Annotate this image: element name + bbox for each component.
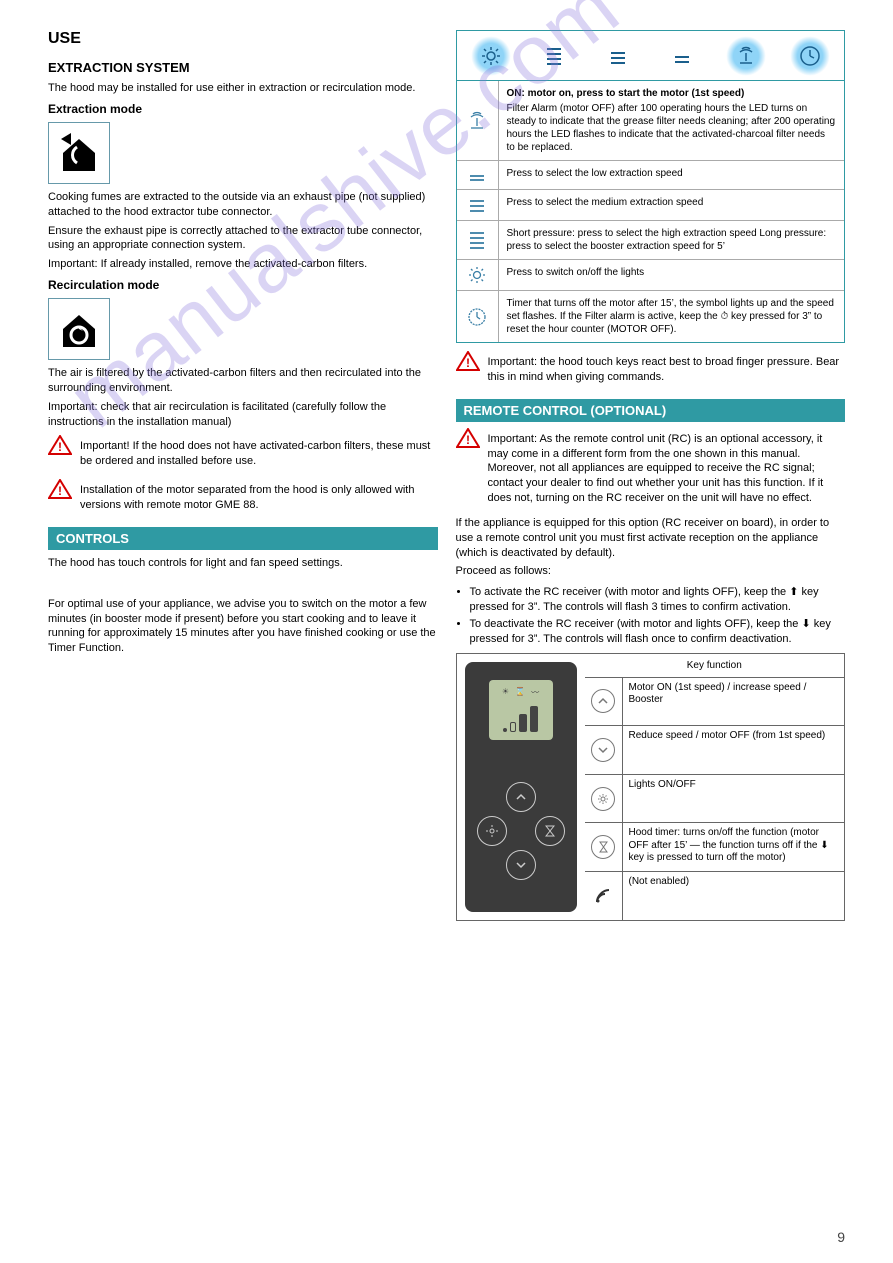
row-timer-text: Timer that turns off the motor after 15’… (499, 291, 845, 342)
extraction-p1: Cooking fumes are extracted to the outsi… (48, 190, 438, 220)
row-filter-text: ON: motor on, press to start the motor (… (499, 81, 845, 160)
controls-footer: For optimal use of your appliance, we ad… (48, 597, 438, 656)
row-high-text: Short pressure: press to select the high… (499, 221, 845, 259)
recirculation-mode-icon (48, 298, 110, 360)
screen-bar-1 (510, 722, 516, 732)
extraction-mode-heading: Extraction mode (48, 102, 438, 116)
controls-body: The hood has touch controls for light an… (48, 556, 438, 571)
rc-proceed-text: Proceed as follows: (456, 564, 846, 579)
touch-note-row: ! Important: the hood touch keys react b… (456, 351, 846, 389)
remote-image-cell: ☀ ⌛ 〰 (457, 654, 585, 920)
rc-bullet-2: To deactivate the RC receiver (with moto… (470, 617, 846, 647)
rc-warn-text: Important: As the remote control unit (R… (488, 432, 846, 506)
remote-light-button[interactable] (477, 816, 507, 846)
screen-wifi-icon: 〰 (531, 687, 539, 698)
remote-light-row-text: Lights ON/OFF (623, 775, 845, 823)
screen-bar-3 (530, 706, 538, 732)
extraction-mode-icon (48, 122, 110, 184)
svg-text:!: ! (58, 484, 62, 498)
warning-row-1: ! Important! If the hood does not have a… (48, 435, 438, 473)
row-low-text: Press to select the low extraction speed (499, 161, 845, 189)
row-low-icon (457, 161, 499, 189)
rc-bullet-1: To activate the RC receiver (with motor … (470, 585, 846, 615)
controls-section-bar: CONTROLS (48, 527, 438, 550)
touch-note-text: Important: the hood touch keys react bes… (488, 355, 846, 385)
remote-up-icon (585, 678, 623, 726)
page-content: USE EXTRACTION SYSTEM The hood may be in… (0, 0, 893, 941)
remote-control-table: ☀ ⌛ 〰 (456, 653, 846, 921)
row-light-text: Press to switch on/off the lights (499, 260, 845, 290)
warning-text-1: Important! If the hood does not have act… (80, 439, 438, 469)
row-timer-icon (457, 291, 499, 342)
filter-on-icon (726, 36, 766, 76)
extraction-p3: Important: If already installed, remove … (48, 257, 438, 272)
left-column: USE EXTRACTION SYSTEM The hood may be in… (48, 30, 438, 921)
right-column: ON: motor on, press to start the motor (… (456, 30, 846, 921)
rc-section-bar: REMOTE CONTROL (OPTIONAL) (456, 399, 846, 422)
rc-warn-row: ! Important: As the remote control unit … (456, 428, 846, 510)
remote-timer-row-text: Hood timer: turns on/off the function (m… (623, 823, 845, 871)
remote-down-button[interactable] (506, 850, 536, 880)
timer-icon (790, 36, 830, 76)
extraction-intro: The hood may be installed for use either… (48, 81, 438, 96)
page-number: 9 (837, 1229, 845, 1245)
warning-text-2: Installation of the motor separated from… (80, 483, 438, 513)
remote-wifi-row-icon (585, 872, 623, 920)
svg-text:!: ! (466, 356, 470, 370)
remote-up-text: Motor ON (1st speed) / increase speed / … (623, 678, 845, 726)
svg-text:!: ! (466, 433, 470, 447)
touch-controls-table: ON: motor on, press to start the motor (… (456, 30, 846, 343)
screen-timer-icon: ⌛ (515, 687, 525, 698)
extraction-p2: Ensure the exhaust pipe is correctly att… (48, 224, 438, 254)
remote-up-button[interactable] (506, 782, 536, 812)
svg-text:!: ! (58, 440, 62, 454)
row-med-icon (457, 190, 499, 220)
warning-icon: ! (456, 351, 480, 371)
remote-panel: ☀ ⌛ 〰 (465, 662, 577, 912)
high-speed-icon (534, 36, 574, 76)
screen-bar-dot (503, 728, 507, 732)
recirculation-p1: The air is filtered by the activated-car… (48, 366, 438, 396)
low-speed-icon (662, 36, 702, 76)
use-heading: USE (48, 30, 438, 48)
warning-icon: ! (48, 435, 72, 455)
remote-desc-col: Key function Motor ON (1st speed) / incr… (585, 654, 845, 920)
screen-bar-2 (519, 714, 527, 732)
row-filter-icon (457, 81, 499, 160)
touch-controls-header (457, 31, 845, 81)
recirculation-p2: Important: check that air recirculation … (48, 400, 438, 430)
remote-light-row-icon (585, 775, 623, 823)
remote-down-icon (585, 726, 623, 774)
remote-screen: ☀ ⌛ 〰 (489, 680, 553, 740)
recirculation-mode-heading: Recirculation mode (48, 278, 438, 292)
extraction-system-heading: EXTRACTION SYSTEM (48, 60, 438, 75)
warning-icon: ! (48, 479, 72, 499)
remote-down-text: Reduce speed / motor OFF (from 1st speed… (623, 726, 845, 774)
rc-activate-text: If the appliance is equipped for this op… (456, 516, 846, 561)
light-glyph-icon (471, 36, 511, 76)
warning-row-2: ! Installation of the motor separated fr… (48, 479, 438, 517)
screen-light-icon: ☀ (502, 687, 509, 698)
row-med-text: Press to select the medium extraction sp… (499, 190, 845, 220)
remote-buttons (485, 782, 557, 892)
rc-bullets: To activate the RC receiver (with motor … (470, 585, 846, 646)
remote-timer-row-icon (585, 823, 623, 871)
remote-timer-button[interactable] (535, 816, 565, 846)
remote-header: Key function (585, 654, 845, 678)
warning-icon: ! (456, 428, 480, 448)
row-light-icon (457, 260, 499, 290)
remote-wifi-row-text: (Not enabled) (623, 872, 845, 920)
desc-rows: ON: motor on, press to start the motor (… (457, 81, 845, 342)
row-high-icon (457, 221, 499, 259)
med-speed-icon (598, 36, 638, 76)
